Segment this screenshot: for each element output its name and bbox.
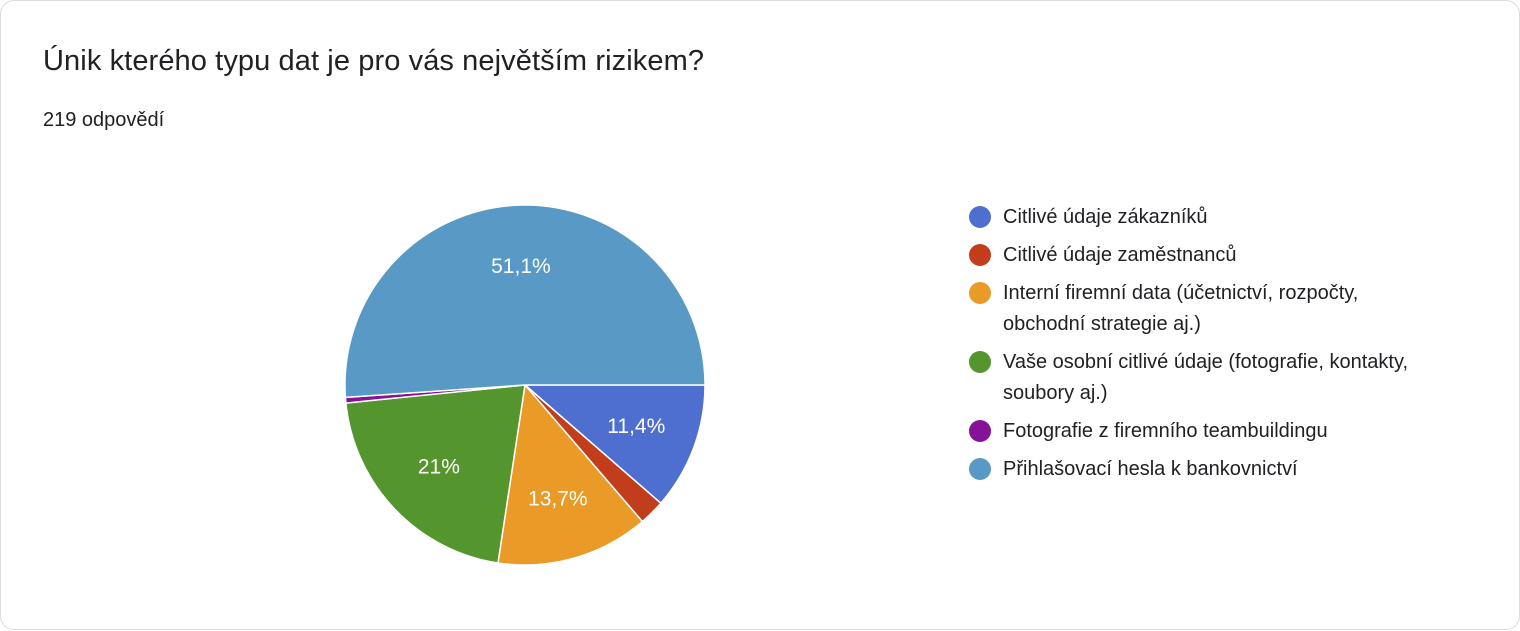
- legend-item-4[interactable]: Vaše osobní citlivé údaje (fotografie, k…: [969, 347, 1439, 409]
- pie-slice-label-1: 11,4%: [607, 415, 665, 438]
- legend-swatch: [969, 420, 991, 442]
- legend-item-1[interactable]: Citlivé údaje zákazníků: [969, 202, 1439, 233]
- response-count: 219 odpovědí: [43, 109, 165, 131]
- pie-slice-label-4: 21%: [418, 455, 460, 478]
- legend-swatch: [969, 206, 991, 228]
- legend-label: Citlivé údaje zaměstnanců: [1003, 244, 1237, 266]
- pie-slice-6[interactable]: [344, 204, 706, 399]
- legend-item-3[interactable]: Interní firemní data (účetnictví, rozpoč…: [969, 278, 1439, 340]
- legend-swatch: [969, 458, 991, 480]
- legend-swatch: [969, 282, 991, 304]
- legend-item-2[interactable]: Citlivé údaje zaměstnanců: [969, 240, 1439, 271]
- legend-label: Vaše osobní citlivé údaje (fotografie, k…: [1003, 351, 1409, 404]
- pie-slice-label-3: 13,7%: [528, 488, 588, 511]
- legend-label: Přihlašovací hesla k bankovnictví: [1003, 458, 1298, 480]
- legend-swatch: [969, 351, 991, 373]
- legend-label: Interní firemní data (účetnictví, rozpoč…: [1003, 282, 1359, 335]
- question-title: Únik kterého typu dat je pro vás největš…: [43, 45, 705, 77]
- chart-legend: Citlivé údaje zákazníků Citlivé údaje zam…: [969, 202, 1439, 492]
- pie-slice-1[interactable]: [522, 384, 706, 505]
- legend-swatch: [969, 244, 991, 266]
- pie-slice-label-6: 51,1%: [491, 255, 551, 278]
- legend-label: Fotografie z firemního teambuildingu: [1003, 420, 1328, 442]
- legend-item-5[interactable]: Fotografie z firemního teambuildingu: [969, 416, 1439, 447]
- legend-label: Citlivé údaje zákazníků: [1003, 206, 1208, 228]
- legend-item-6[interactable]: Přihlašovací hesla k bankovnictví: [969, 454, 1439, 485]
- pie-slice-4[interactable]: [345, 384, 526, 564]
- pie-slice-3[interactable]: [497, 383, 644, 566]
